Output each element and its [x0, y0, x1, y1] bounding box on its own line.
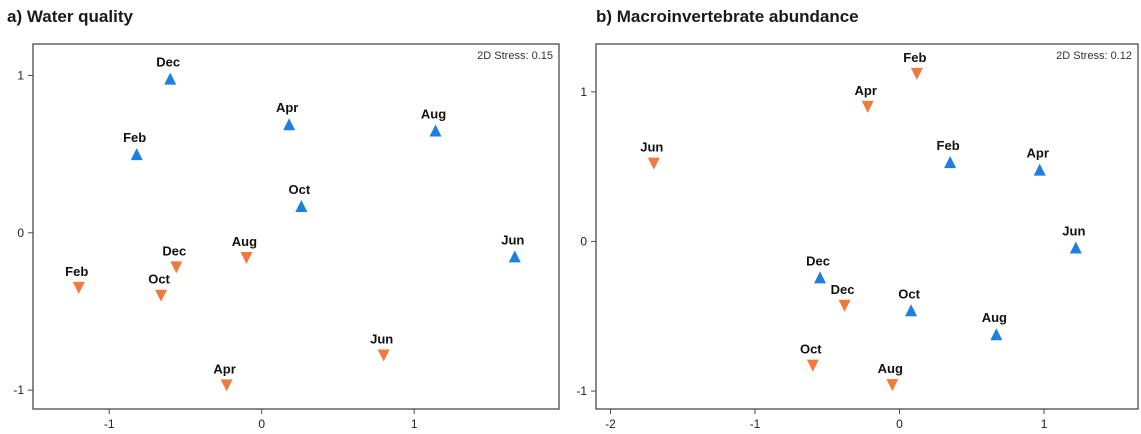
panel-a-point-down — [155, 289, 168, 302]
panel-b-point-up — [1069, 241, 1082, 254]
panel-b-point-up — [944, 156, 957, 169]
panel-b-point-up — [905, 304, 918, 317]
panel-b-frame — [595, 43, 1139, 410]
panel-b-point-label: Feb — [903, 50, 926, 65]
panel-b-y-tick-label: 1 — [580, 85, 587, 99]
panel-b-point-down — [910, 67, 923, 80]
panel-a-plot: 2D Stress: 0.15 -1 0 1 -1 0 1 Dec Feb Apr Aug Oct Ju… — [13, 43, 560, 431]
panel-b-point-down — [886, 379, 899, 392]
panel-a-point-label: Jun — [370, 332, 393, 347]
panel-b-point-label: Jun — [640, 140, 663, 155]
panel-a-point-label: Dec — [156, 55, 180, 70]
panel-b-point-label: Dec — [806, 253, 830, 268]
panel-b-point-up — [1033, 163, 1046, 176]
panel-a-point-down — [220, 379, 233, 392]
panel-b-point-label: Oct — [800, 342, 822, 357]
panel-a-frame — [32, 43, 560, 410]
panel-b-point-down — [647, 157, 660, 170]
panel-a-point-up — [283, 118, 296, 131]
panel-a-point-up — [130, 148, 143, 161]
panel-b-x-tick-label: -2 — [605, 417, 616, 431]
panel-a-point-down — [240, 251, 253, 264]
panel-b-point-label: Oct — [898, 286, 920, 301]
panel-a-point-label: Apr — [276, 100, 298, 115]
panel-a-point-down — [377, 349, 390, 362]
panel-b-title: b) Macroinvertebrate abundance — [596, 7, 859, 26]
panel-a-point-up — [508, 250, 521, 263]
panel-a-x-tick-label: 1 — [411, 417, 418, 431]
panel-a-stress-label: 2D Stress: 0.15 — [477, 50, 553, 62]
panel-a-point-label: Aug — [232, 234, 257, 249]
panel-b-y-tick-label: -1 — [576, 384, 587, 398]
panel-a-y-tick-label: -1 — [13, 383, 24, 397]
panel-a-point-up — [164, 72, 177, 85]
panel-b-point-down — [861, 100, 874, 113]
panel-a-x-tick-label: -1 — [104, 417, 115, 431]
panel-b-point-label: Aug — [982, 310, 1007, 325]
panel-b-y-tick-label: 0 — [580, 234, 587, 248]
panel-a-point-label: Aug — [421, 107, 446, 122]
panel-a-point-label: Feb — [65, 264, 88, 279]
panel-b-point-down — [838, 299, 851, 312]
panel-a-y-tick-label: 1 — [17, 68, 24, 82]
panel-a-point-label: Apr — [213, 361, 235, 376]
panel-b-point-label: Apr — [855, 83, 877, 98]
panel-b-point-label: Jun — [1062, 223, 1085, 238]
panel-a-point-label: Dec — [162, 243, 186, 258]
panel-b-point-label: Dec — [831, 282, 855, 297]
panel-b-point-up — [990, 328, 1003, 341]
panel-a-point-up — [295, 200, 308, 213]
panel-b-plot: 2D Stress: 0.12 -2 -1 0 1 -1 0 1 Feb Apr Jun Dec Oct… — [576, 43, 1139, 431]
panel-b-stress-label: 2D Stress: 0.12 — [1056, 50, 1132, 62]
panel-b-x-tick-label: 1 — [1041, 417, 1048, 431]
panel-a-point-label: Feb — [123, 130, 146, 145]
panel-b-point-label: Feb — [937, 138, 960, 153]
panel-a-point-label: Oct — [289, 182, 311, 197]
panel-b-point-down — [806, 359, 819, 372]
panel-a-y-tick-label: 0 — [17, 226, 24, 240]
panel-b-point-label: Apr — [1027, 146, 1049, 161]
panel-a-title: a) Water quality — [7, 7, 133, 26]
panel-a-point-up — [429, 124, 442, 137]
panel-b-x-tick-label: -1 — [750, 417, 761, 431]
panel-a-point-label: Jun — [501, 232, 524, 247]
panel-b-x-tick-label: 0 — [896, 417, 903, 431]
panel-a-point-down — [72, 281, 85, 294]
panel-b-point-up — [814, 271, 827, 284]
panel-a-point-down — [170, 261, 183, 274]
panel-b-point-label: Aug — [878, 361, 903, 376]
panel-a-point-label: Oct — [148, 272, 170, 287]
panel-a-x-tick-label: 0 — [258, 417, 265, 431]
